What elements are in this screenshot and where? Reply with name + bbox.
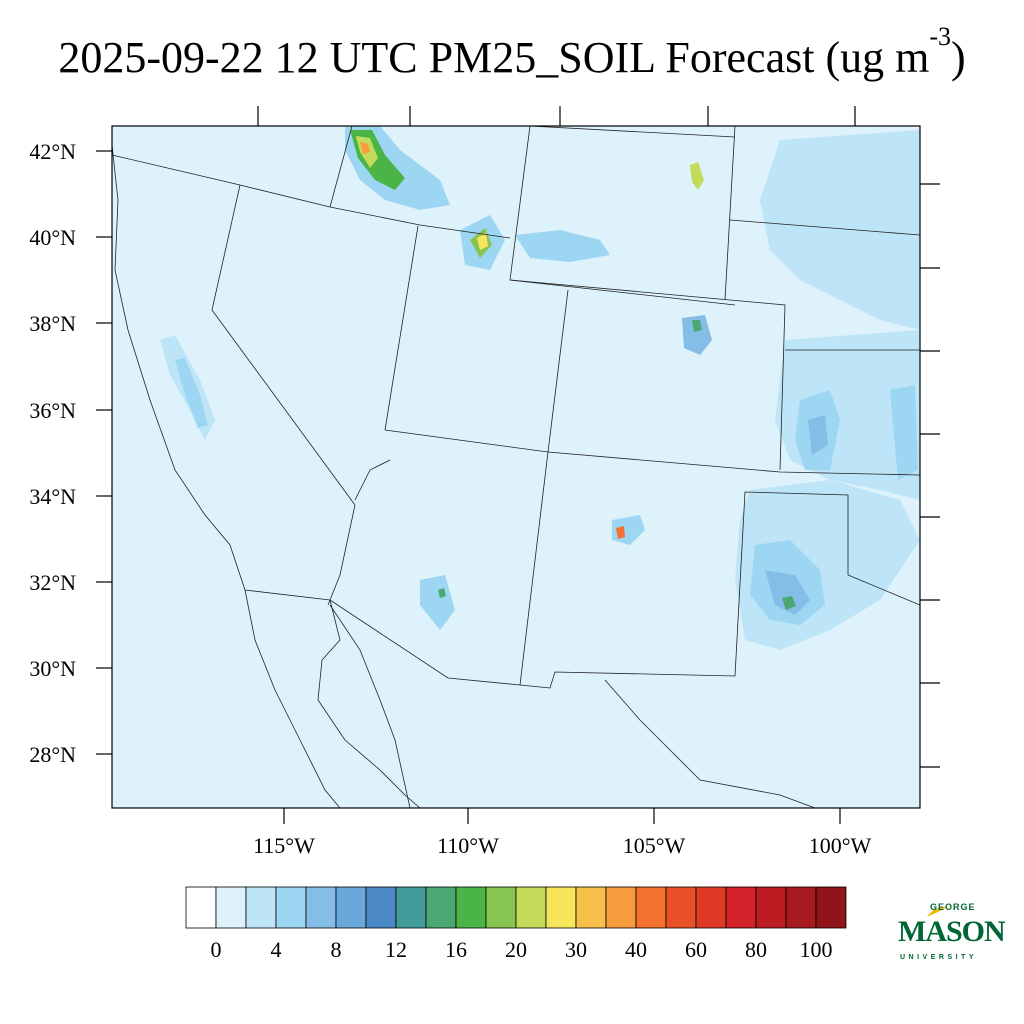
field-wyoming-band <box>515 230 610 262</box>
lat-label: 40°N <box>29 225 76 250</box>
colorbar-box <box>635 886 667 929</box>
colorbar-box <box>455 886 487 929</box>
lat-label: 34°N <box>29 484 76 509</box>
coastline-baja-gulf <box>317 599 421 808</box>
colorbar-box <box>305 886 337 929</box>
lat-label: 32°N <box>29 570 76 595</box>
colorbar-label: 4 <box>271 937 282 962</box>
concentration-fields <box>160 126 920 650</box>
lon-label: 100°W <box>809 833 872 858</box>
colorbar-label: 16 <box>445 937 467 962</box>
boundary-ca-nv <box>211 184 356 506</box>
field-colorado-core <box>692 320 702 332</box>
title-exponent: -3 <box>929 22 951 51</box>
rio-grande <box>604 679 816 808</box>
field-nm-core <box>616 526 625 539</box>
colorbar-box <box>785 886 817 929</box>
colorbar-label: 40 <box>625 937 647 962</box>
field-texas-peak <box>782 596 796 610</box>
lat-label: 30°N <box>29 656 76 681</box>
river-colorado <box>354 459 391 501</box>
boundary-id-mt <box>329 126 353 208</box>
boundary-nv-ut <box>384 225 419 431</box>
colorbar-label: 8 <box>331 937 342 962</box>
colorbar-box <box>545 886 577 929</box>
colorbar-box <box>605 886 637 929</box>
title-text: 2025-09-22 12 UTC PM25_SOIL Forecast (ug… <box>58 33 930 82</box>
field-texas-core <box>765 570 810 615</box>
colorbar-box <box>245 886 277 929</box>
title-close: ) <box>951 33 966 82</box>
lon-label: 115°W <box>253 833 315 858</box>
lat-label: 28°N <box>29 742 76 767</box>
boundary-co-west <box>547 289 569 453</box>
coastline-west <box>112 144 341 808</box>
ticks <box>96 106 940 824</box>
map-title: 2025-09-22 12 UTC PM25_SOIL Forecast (ug… <box>0 22 1024 88</box>
field-az-core <box>438 588 446 598</box>
boundary-wy-north <box>529 126 736 138</box>
colorbar-box <box>485 886 517 929</box>
field-ca-valley-core <box>175 358 208 428</box>
colorbar-box <box>755 886 787 929</box>
colorbar-label: 20 <box>505 937 527 962</box>
logo-top-text: GEORGE <box>930 902 976 912</box>
colorbar-box <box>275 886 307 929</box>
lon-labels: 115°W 110°W 105°W 100°W <box>253 833 871 858</box>
field-az-speck <box>420 575 455 630</box>
boundaries <box>112 126 920 808</box>
coastline-gulf-east <box>329 604 411 808</box>
colorbar-box <box>575 886 607 929</box>
colorbar-label: 30 <box>565 937 587 962</box>
boundary-az-nm <box>519 451 549 686</box>
logo-leaf-icon <box>927 907 947 917</box>
logo-main-text: MASON <box>898 915 1006 948</box>
boundary-wy-east <box>724 126 736 301</box>
map-frame <box>111 125 921 809</box>
colorbar-label: 12 <box>385 937 407 962</box>
lat-label: 42°N <box>29 139 76 164</box>
colorbar-box <box>395 886 427 929</box>
lon-label: 105°W <box>623 833 686 858</box>
colorbar-box <box>185 886 217 929</box>
field-wyoming-speck <box>690 162 704 190</box>
field-colorado <box>682 315 712 355</box>
boundary-us-mexico <box>244 589 521 686</box>
colorbar-box <box>665 886 697 929</box>
colorbar-box <box>725 886 757 929</box>
colorbar-box <box>365 886 397 929</box>
field-idaho-peak <box>360 142 370 154</box>
map-panel: 42°N 40°N 38°N 36°N 34°N 32°N 30°N 28°N … <box>29 106 940 858</box>
field-eastedge <box>890 385 918 480</box>
colorbar-box <box>815 886 847 929</box>
colorbar-labels: 0 4 8 12 16 20 30 40 60 80 100 <box>211 937 833 962</box>
colorbar-boxes <box>185 886 847 929</box>
colorbar-box <box>425 886 457 929</box>
colorbar-box <box>215 886 247 929</box>
lon-label: 110°W <box>437 833 499 858</box>
lat-label: 36°N <box>29 398 76 423</box>
logo-bottom-text: UNIVERSITY <box>900 954 978 961</box>
colorbar-label: 100 <box>800 937 833 962</box>
colorbar-label: 0 <box>211 937 222 962</box>
lat-label: 38°N <box>29 311 76 336</box>
colorbar-box <box>515 886 547 929</box>
colorbar-box <box>695 886 727 929</box>
field-plains-north <box>760 130 920 330</box>
colorbar-label: 60 <box>685 937 707 962</box>
boundary-nm-tx <box>519 491 920 689</box>
field-kansas-core <box>808 415 828 455</box>
colorbar-box <box>335 886 367 929</box>
lat-labels: 42°N 40°N 38°N 36°N 34°N 32°N 30°N 28°N <box>29 139 76 767</box>
gmu-logo: GEORGE MASON UNIVERSITY <box>896 902 1006 972</box>
boundary-co-ks <box>509 279 786 471</box>
boundary-ne <box>729 219 920 236</box>
boundary-az-ut <box>384 429 920 476</box>
colorbar-label: 80 <box>745 937 767 962</box>
field-saltlake-peak <box>477 233 488 250</box>
boundary-az-ca <box>327 504 356 606</box>
